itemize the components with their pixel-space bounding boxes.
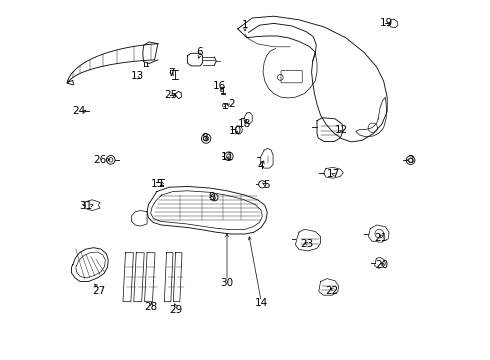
Text: 23: 23 — [300, 239, 314, 249]
Text: 12: 12 — [335, 125, 348, 135]
Text: 28: 28 — [144, 302, 157, 312]
Text: 9: 9 — [209, 192, 215, 202]
Text: 10: 10 — [228, 126, 242, 136]
Text: 16: 16 — [213, 81, 226, 91]
Text: 27: 27 — [93, 285, 106, 296]
Text: 4: 4 — [258, 161, 265, 171]
Text: 6: 6 — [196, 47, 203, 57]
Text: 24: 24 — [72, 106, 85, 116]
Text: 14: 14 — [255, 298, 268, 308]
Text: 7: 7 — [169, 68, 175, 78]
Text: 5: 5 — [263, 180, 270, 190]
Text: 25: 25 — [165, 90, 178, 100]
Text: 18: 18 — [238, 119, 251, 129]
Text: 2: 2 — [228, 99, 235, 109]
Text: 30: 30 — [220, 278, 233, 288]
Text: 3: 3 — [407, 155, 414, 165]
Text: 21: 21 — [374, 233, 388, 243]
Text: 17: 17 — [326, 168, 340, 179]
Text: 8: 8 — [201, 132, 208, 143]
Text: 20: 20 — [375, 260, 389, 270]
Text: 15: 15 — [151, 179, 165, 189]
Text: 1: 1 — [242, 20, 248, 30]
Text: 31: 31 — [79, 201, 93, 211]
Text: 29: 29 — [169, 305, 182, 315]
Text: 13: 13 — [130, 71, 144, 81]
Text: 22: 22 — [325, 285, 339, 296]
Text: 26: 26 — [94, 155, 107, 165]
Text: 19: 19 — [379, 18, 393, 28]
Text: 11: 11 — [220, 152, 234, 162]
